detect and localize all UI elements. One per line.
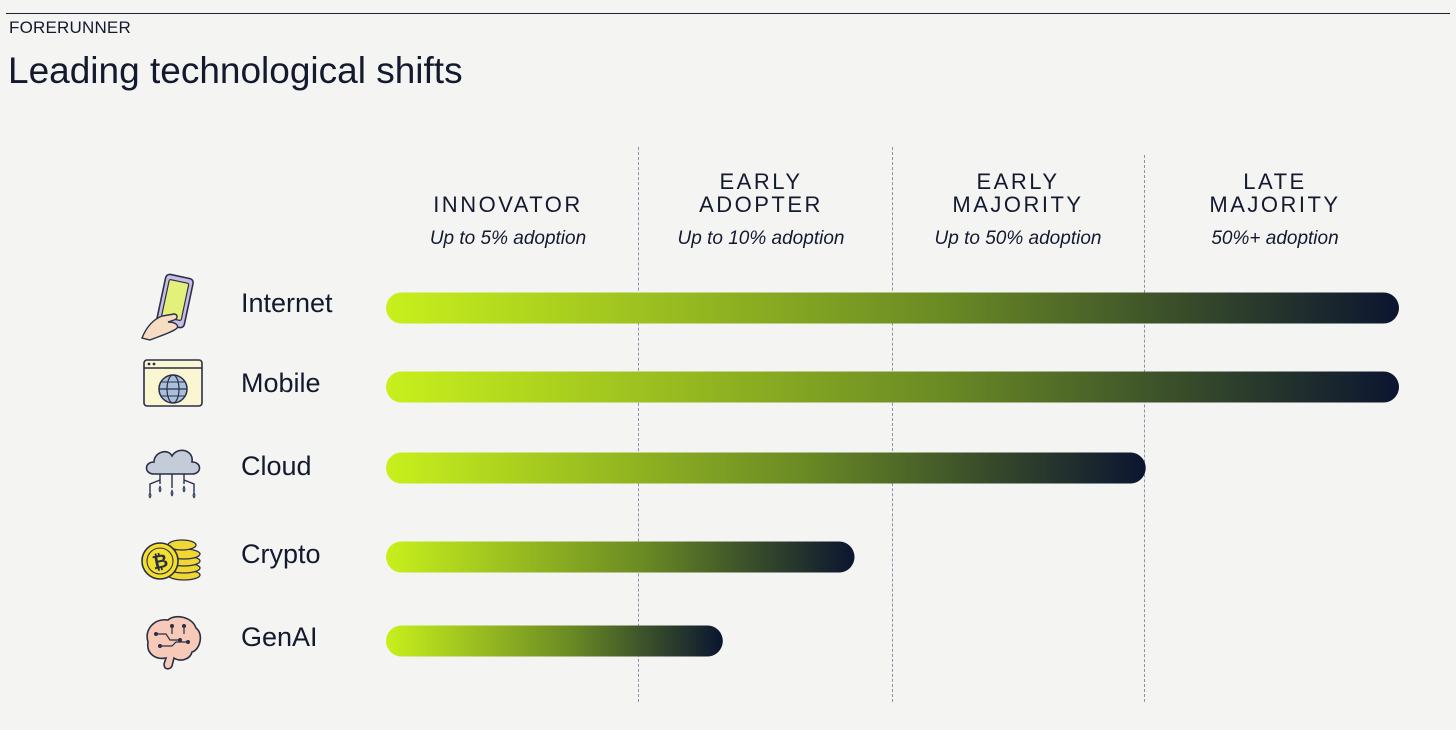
bitcoin-coins-icon: ₿	[141, 539, 201, 581]
bar-crypto	[386, 541, 855, 573]
brain-circuit-icon	[146, 615, 202, 670]
bar-genai	[386, 625, 723, 657]
stage-name: INNOVATOR	[433, 192, 583, 217]
stage-name: LATE MAJORITY	[1209, 169, 1341, 217]
stage-name: EARLY MAJORITY	[952, 169, 1084, 217]
stage-header-early-adopter: EARLY ADOPTER Up to 10% adoption	[641, 168, 881, 250]
bar-internet	[386, 292, 1399, 324]
stage-divider-2	[892, 147, 893, 702]
stage-note: Up to 5% adoption	[429, 228, 587, 249]
row-label-internet: Internet	[241, 288, 333, 318]
row-label-genai: GenAI	[241, 622, 318, 652]
stage-note: Up to 50% adoption	[934, 228, 1102, 249]
stage-header-innovator: INNOVATOR Up to 5% adoption	[388, 168, 628, 250]
top-rule	[6, 13, 1450, 14]
stage-header-late-majority: LATE MAJORITY 50%+ adoption	[1155, 168, 1395, 250]
stage-header-early-majority: EARLY MAJORITY Up to 50% adoption	[898, 168, 1138, 250]
stage-name: EARLY ADOPTER	[699, 169, 823, 217]
row-label-crypto: Crypto	[241, 539, 321, 569]
bar-mobile	[386, 371, 1399, 403]
row-label-mobile: Mobile	[241, 368, 321, 398]
cloud-network-icon	[145, 449, 201, 499]
browser-globe-icon	[143, 359, 203, 407]
stage-divider-1	[638, 147, 639, 702]
bar-cloud	[386, 452, 1146, 484]
hand-phone-icon	[141, 273, 194, 341]
stage-note: 50%+ adoption	[1211, 228, 1339, 249]
page-title: Leading technological shifts	[8, 50, 463, 91]
svg-text:₿: ₿	[150, 550, 170, 575]
brand-label: FORERUNNER	[9, 18, 131, 37]
row-label-cloud: Cloud	[241, 451, 312, 481]
stage-note: Up to 10% adoption	[677, 228, 845, 249]
stage-divider-3	[1144, 155, 1145, 702]
